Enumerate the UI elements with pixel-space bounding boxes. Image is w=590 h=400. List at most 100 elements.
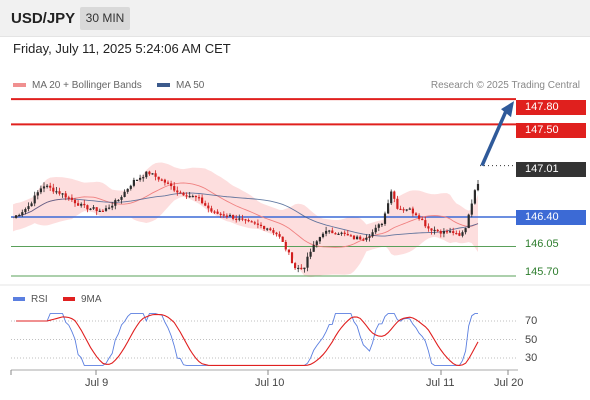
candle-body (290, 252, 294, 264)
forecast-arrow-head (501, 101, 514, 118)
candle-body (337, 233, 340, 236)
candle-body (194, 195, 197, 198)
candle-body (225, 215, 228, 217)
candle-body (126, 188, 129, 192)
candle-body (238, 218, 241, 220)
ma50-swatch (157, 83, 170, 88)
candle-body (331, 230, 334, 234)
rsi-ma-line (16, 313, 479, 366)
candle-body (104, 208, 108, 211)
rsi-ma-swatch (63, 297, 75, 302)
candle-body (157, 176, 160, 180)
candle-body (272, 230, 275, 233)
candle-body (135, 179, 139, 181)
candle-body (61, 193, 64, 195)
rsi-panel (11, 313, 516, 366)
candle-body (418, 215, 421, 219)
level-label-support-1: 146.05 (525, 238, 559, 250)
candle-body (318, 237, 321, 242)
candle-body (430, 228, 433, 231)
candle-body (455, 233, 458, 235)
candle-body (207, 205, 210, 209)
candle-body (340, 232, 343, 234)
ma20-swatch (13, 83, 26, 88)
candle-body (269, 228, 272, 231)
ma20-legend: MA 20 + Bollinger Bands (13, 80, 142, 91)
top-bar: USD/JPY 30 MIN (0, 0, 590, 37)
candle-body (424, 220, 427, 227)
candle-body (163, 179, 166, 183)
candle-body (281, 236, 284, 242)
candle-body (449, 231, 452, 233)
candle-body (188, 196, 191, 198)
candle-body (306, 256, 309, 268)
rsi-tick-50: 50 (525, 334, 538, 346)
candle-body (98, 210, 101, 212)
rsi-tick-70: 70 (525, 315, 538, 327)
candle-body (253, 222, 256, 224)
candle-body (464, 228, 467, 233)
candle-body (368, 236, 371, 238)
candle-body (256, 223, 259, 225)
candle-body (383, 213, 387, 224)
timeframe-button[interactable]: 30 MIN (80, 7, 130, 30)
rsi-tick-30: 30 (525, 352, 538, 364)
moving-averages (12, 182, 479, 248)
candle-body (21, 212, 24, 215)
candle-body (15, 215, 18, 218)
candle-body (458, 233, 461, 236)
candle-body (145, 171, 148, 178)
rsi-legend-label: RSI (31, 294, 48, 305)
candle-body (390, 191, 393, 204)
candle-body (312, 244, 315, 252)
candle-body (315, 241, 318, 245)
candle-body (111, 205, 114, 208)
candle-body (67, 197, 70, 199)
candle-body (352, 235, 356, 240)
candle-body (36, 192, 39, 196)
candle-body (250, 221, 253, 223)
candle-body (213, 211, 216, 213)
candle-body (204, 203, 207, 206)
candle-body (349, 235, 352, 237)
candle-body (30, 203, 33, 207)
rsi-legend: RSI (13, 294, 48, 305)
candle-body (55, 191, 58, 193)
x-axis-ticks (10, 370, 509, 375)
candle-body (297, 267, 300, 270)
candle-body (427, 226, 430, 229)
candle-body (278, 234, 281, 237)
candle-body (222, 214, 225, 216)
candle-body (377, 224, 380, 228)
candle-body (343, 232, 346, 234)
forecast-arrow-shaft (480, 110, 508, 167)
candle-body (470, 203, 473, 215)
candle-body (325, 230, 328, 234)
candle-body (108, 207, 111, 209)
candle-body (275, 232, 278, 235)
candles (15, 170, 480, 273)
ma50-line (12, 192, 479, 237)
candle-body (247, 219, 250, 222)
candle-body (393, 191, 396, 199)
candle-body (132, 179, 135, 186)
candle-body (387, 203, 390, 214)
candle-body (117, 199, 120, 202)
candle-body (405, 209, 408, 211)
candle-body (365, 237, 368, 240)
candle-body (173, 186, 176, 191)
forecast-arrow (480, 101, 514, 167)
candle-body (473, 190, 476, 204)
candle-body (114, 200, 117, 206)
candle-body (33, 195, 36, 204)
x-label-jul20: Jul 20 (494, 377, 524, 389)
rsi-swatch (13, 297, 25, 302)
candle-body (129, 185, 132, 189)
candle-body (300, 267, 303, 270)
candle-body (374, 227, 377, 233)
candle-body (359, 236, 362, 240)
candle-body (399, 208, 402, 211)
candle-body (356, 236, 359, 240)
candle-body (27, 206, 30, 210)
candle-body (154, 173, 157, 177)
